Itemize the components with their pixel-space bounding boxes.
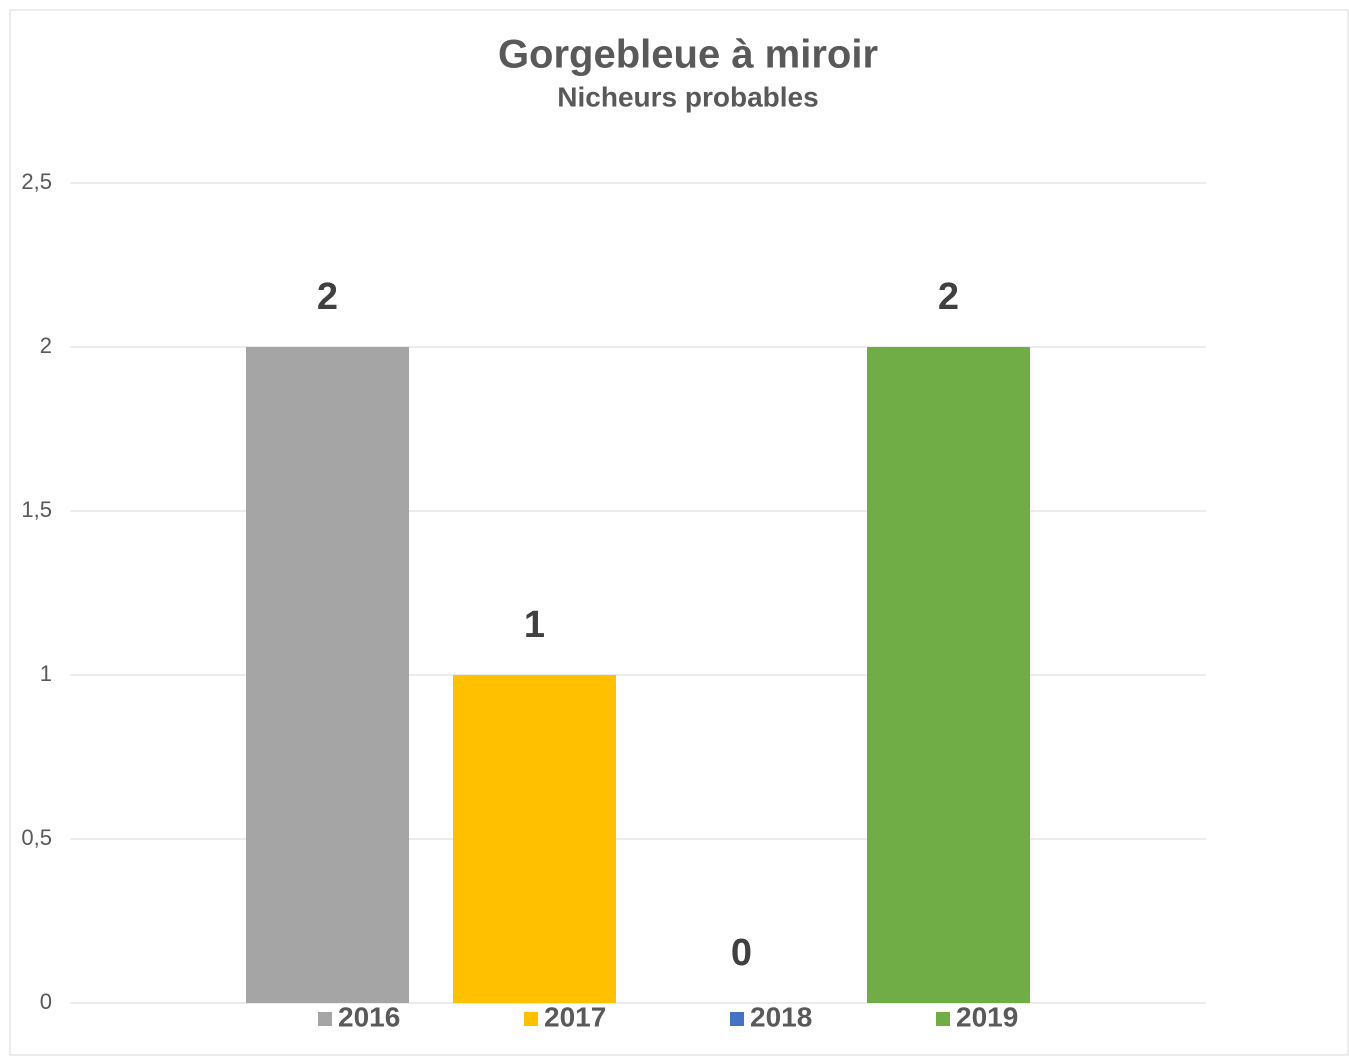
legend-swatch [936, 1012, 950, 1026]
y-tick-label: 0,5 [21, 825, 52, 850]
legend-label: 2016 [338, 1001, 400, 1032]
legend-label: 2019 [956, 1001, 1018, 1032]
legend-swatch [730, 1012, 744, 1026]
data-label: 2 [317, 276, 338, 318]
chart-subtitle: Nicheurs probables [557, 81, 818, 112]
data-label: 2 [938, 276, 959, 318]
data-label: 0 [731, 932, 752, 974]
y-tick-label: 1,5 [21, 497, 52, 522]
legend-label: 2017 [544, 1001, 606, 1032]
bar [867, 347, 1030, 1003]
bar [246, 347, 409, 1003]
legend-label: 2018 [750, 1001, 812, 1032]
y-tick-label: 0 [40, 989, 52, 1014]
chart-title: Gorgebleue à miroir [498, 33, 878, 77]
legend-swatch [318, 1012, 332, 1026]
y-tick-label: 2 [40, 333, 52, 358]
y-tick-label: 2,5 [21, 169, 52, 194]
chart-border [9, 9, 1349, 1056]
bar [453, 675, 616, 1003]
data-label: 1 [524, 604, 545, 646]
legend-swatch [524, 1012, 538, 1026]
y-tick-label: 1 [40, 661, 52, 686]
